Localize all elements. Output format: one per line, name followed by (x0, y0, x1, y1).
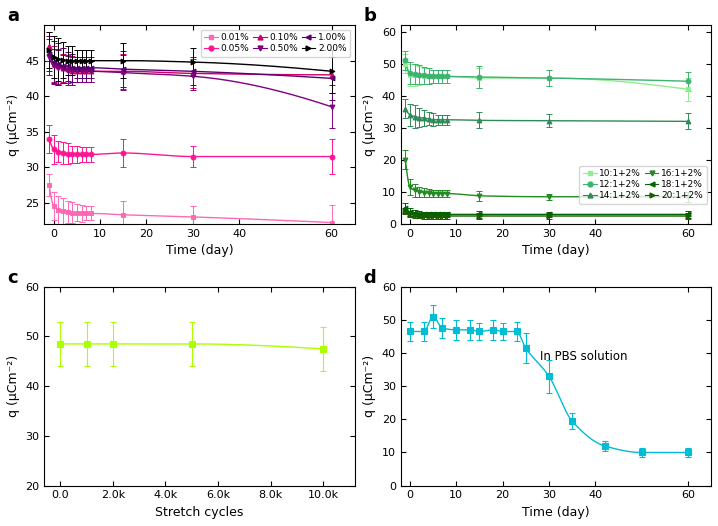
Y-axis label: q (μCm⁻²): q (μCm⁻²) (7, 94, 20, 156)
Legend: 0.01%, 0.05%, 0.10%, 0.50%, 1.00%, 2.00%: 0.01%, 0.05%, 0.10%, 0.50%, 1.00%, 2.00% (201, 29, 350, 57)
Legend: 10:1+2%, 12:1+2%, 14:1+2%, 16:1+2%, 18:1+2%, 20:1+2%: 10:1+2%, 12:1+2%, 14:1+2%, 16:1+2%, 18:1… (579, 166, 707, 204)
Text: b: b (363, 7, 376, 25)
X-axis label: Time (day): Time (day) (166, 245, 233, 257)
Text: c: c (7, 269, 18, 287)
Y-axis label: q (μCm⁻²): q (μCm⁻²) (7, 355, 20, 417)
X-axis label: Time (day): Time (day) (522, 245, 589, 257)
X-axis label: Stretch cycles: Stretch cycles (156, 506, 244, 519)
Text: d: d (363, 269, 376, 287)
Text: In PBS solution: In PBS solution (540, 350, 627, 362)
X-axis label: Time (day): Time (day) (522, 506, 589, 519)
Y-axis label: q (μCm⁻²): q (μCm⁻²) (363, 94, 376, 156)
Text: a: a (7, 7, 19, 25)
Y-axis label: q (μCm⁻²): q (μCm⁻²) (363, 355, 376, 417)
